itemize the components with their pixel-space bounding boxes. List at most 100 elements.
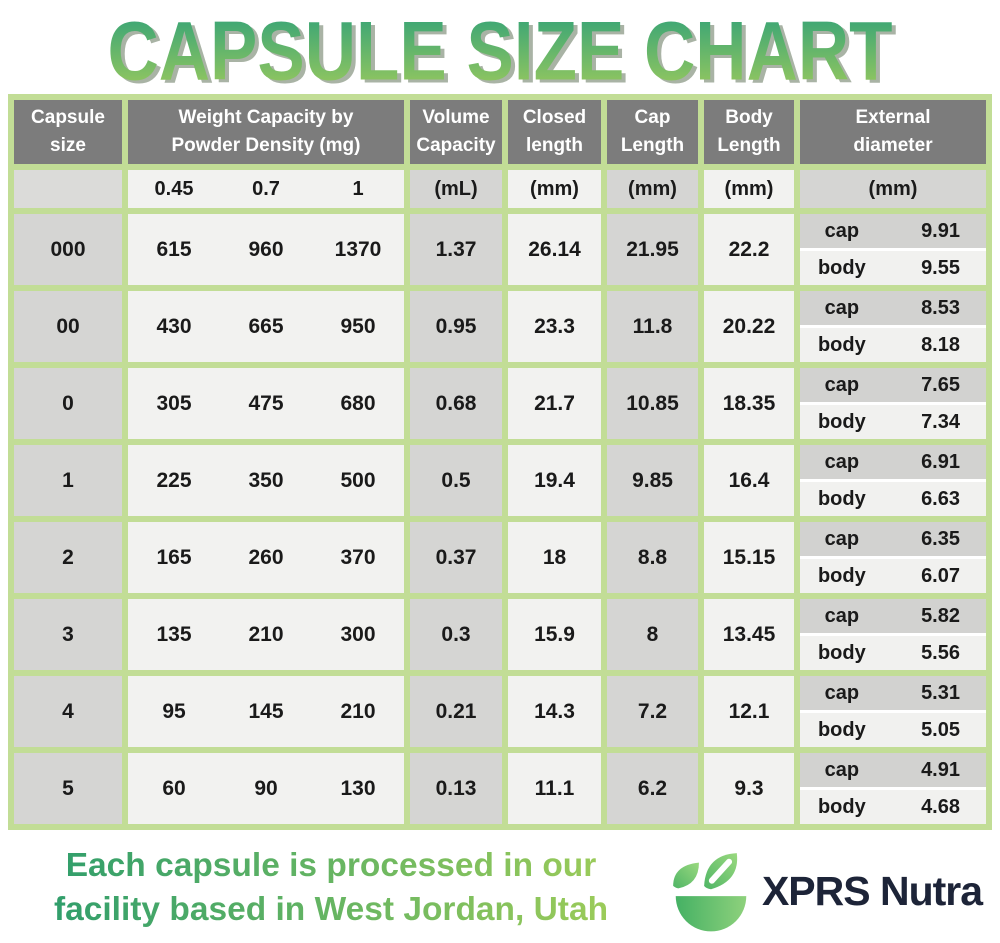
external-body-label: body [817,564,866,587]
cap-length-value: 8 [607,599,698,670]
cap-length-value: 10.85 [607,368,698,439]
weight-045-value: 225 [156,468,192,492]
cap-length-value: 8.8 [607,522,698,593]
cap-length-value: 7.2 [607,676,698,747]
external-cap-value: 7.65 [921,373,960,396]
capsule-size-value: 00 [14,291,122,362]
header-closed-line2: length [526,135,583,156]
external-body-value: 5.56 [921,641,960,664]
external-body-label: body [817,410,866,433]
header-volume-line2: Capacity [416,135,496,156]
footer-caption-line2: facility based in West Jordan, Utah [6,888,656,932]
external-cap-value: 4.91 [921,758,960,781]
weight-07-value: 145 [248,699,284,723]
external-diameter-cell: cap 6.91 body 6.63 [800,445,986,516]
weight-1-value: 300 [340,622,376,646]
external-diameter-cap-row: cap 9.91 [800,214,986,248]
external-diameter-cap-row: cap 7.65 [800,368,986,402]
capsule-size-value: 0 [14,368,122,439]
weight-045-value: 60 [162,776,186,800]
weight-1-value: 210 [340,699,376,723]
units-density-1: 1 [352,177,364,200]
external-diameter-body-row: body 5.56 [800,636,986,670]
external-cap-label: cap [824,758,860,781]
header-external-line1: External [855,107,931,129]
weight-capacity-cell: 165 260 370 [128,522,404,593]
weight-07-value: 665 [248,314,284,338]
external-cap-label: cap [824,450,860,473]
external-cap-value: 5.31 [921,681,960,704]
external-cap-label: cap [824,681,860,704]
weight-capacity-cell: 305 475 680 [128,368,404,439]
body-length-value: 13.45 [704,599,794,670]
header-closed-length: Closed length [508,100,601,164]
units-density-07: 0.7 [252,177,280,200]
brand-name: XPRS Nutra [761,867,983,914]
units-closed-cell: (mm) [508,170,601,208]
header-volume-line1: Volume [422,107,490,129]
closed-length-value: 14.3 [508,676,601,747]
header-external-diameter: External diameter [800,100,986,164]
external-diameter-cell: cap 9.91 body 9.55 [800,214,986,285]
header-cap-length: Cap Length [607,100,698,164]
external-diameter-cell: cap 5.82 body 5.56 [800,599,986,670]
weight-1-value: 500 [340,468,376,492]
volume-capacity-value: 0.13 [410,753,502,824]
header-weight-capacity: Weight Capacity by Powder Density (mg) [128,100,404,164]
external-diameter-cap-row: cap 5.31 [800,676,986,710]
weight-capacity-cell: 615 960 1370 [128,214,404,285]
body-length-value: 22.2 [704,214,794,285]
weight-1-value: 950 [340,314,376,338]
external-diameter-cap-row: cap 8.53 [800,291,986,325]
weight-capacity-cell: 430 665 950 [128,291,404,362]
header-capsule-size: Capsule size [14,100,122,164]
volume-capacity-value: 0.68 [410,368,502,439]
units-volume-cell: (mL) [410,170,502,208]
external-diameter-cell: cap 4.91 body 4.68 [800,753,986,824]
external-cap-value: 6.91 [921,450,960,473]
page-title: CAPSULE SIZE CHART CAPSULE SIZE CHART [0,0,1000,101]
body-length-value: 9.3 [704,753,794,824]
external-diameter-cap-row: cap 4.91 [800,753,986,787]
weight-045-value: 615 [156,237,192,261]
external-body-value: 9.55 [921,256,960,279]
volume-capacity-value: 0.37 [410,522,502,593]
external-diameter-cell: cap 8.53 body 8.18 [800,291,986,362]
weight-045-value: 305 [156,391,192,415]
cap-length-value: 9.85 [607,445,698,516]
body-length-value: 16.4 [704,445,794,516]
external-diameter-cell: cap 6.35 body 6.07 [800,522,986,593]
brand: XPRS Nutra [656,842,994,934]
capsule-size-value: 3 [14,599,122,670]
external-body-label: body [817,487,866,510]
units-density-cell: 0.45 0.7 1 [128,170,404,208]
external-cap-value: 5.82 [921,604,960,627]
weight-1-value: 370 [340,545,376,569]
external-cap-label: cap [824,219,860,242]
external-cap-value: 8.53 [921,296,960,319]
page-title-text: CAPSULE SIZE CHART [0,4,1000,100]
weight-045-value: 165 [156,545,192,569]
header-cap-line2: Length [620,135,685,156]
header-cap-line1: Cap [634,107,671,129]
body-length-value: 20.22 [704,291,794,362]
closed-length-value: 18 [508,522,601,593]
capsule-size-value: 4 [14,676,122,747]
header-weight-line1: Weight Capacity by [178,107,354,129]
external-cap-label: cap [824,373,860,396]
header-external-line2: diameter [853,135,933,156]
closed-length-value: 11.1 [508,753,601,824]
weight-1-value: 1370 [334,237,382,261]
volume-capacity-value: 0.3 [410,599,502,670]
external-diameter-cell: cap 7.65 body 7.34 [800,368,986,439]
units-empty-cell [14,170,122,208]
closed-length-value: 26.14 [508,214,601,285]
body-length-value: 15.15 [704,522,794,593]
weight-capacity-cell: 95 145 210 [128,676,404,747]
mortar-leaf-logo-icon [673,853,747,932]
external-body-value: 6.07 [921,564,960,587]
external-body-label: body [817,256,866,279]
weight-045-value: 95 [162,699,186,723]
closed-length-value: 15.9 [508,599,601,670]
capsule-size-value: 2 [14,522,122,593]
